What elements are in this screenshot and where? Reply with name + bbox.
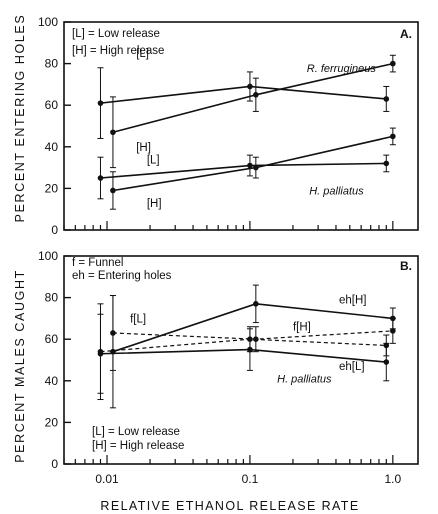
data-point [383, 342, 390, 349]
series-label: f[H] [293, 322, 311, 334]
panel-b-frame [63, 255, 419, 465]
data-point [110, 330, 116, 336]
data-point [390, 328, 396, 334]
x-tick-label: 0.1 [242, 472, 259, 486]
y-tick-label: 20 [45, 181, 59, 195]
series-line [112, 303, 393, 353]
series-label: [L] [147, 154, 160, 166]
series-line [100, 348, 387, 363]
panel-b-ylabel: PERCENT MALES CAUGHT [13, 269, 27, 463]
species-label: H. palliatus [309, 185, 364, 197]
panel-b-label: B. [400, 259, 412, 273]
series-label: [L] [136, 48, 149, 60]
series-label: eh[H] [339, 295, 367, 307]
y-tick-label: 40 [45, 140, 59, 154]
data-point [253, 301, 259, 307]
y-tick-label: 80 [45, 57, 59, 71]
panel-b-legend-h: [H] = High release [92, 440, 184, 452]
data-point [253, 92, 259, 98]
species-label: H. palliatus [277, 374, 332, 386]
data-point [97, 175, 104, 181]
panel-a-legend-h: [H] = High release [72, 45, 164, 57]
y-tick-label: 20 [45, 415, 59, 429]
y-tick-label: 0 [51, 457, 58, 471]
data-point [247, 162, 253, 169]
panel-b-legend-l: [L] = Low release [92, 426, 180, 438]
data-point [383, 160, 390, 167]
y-tick-label: 60 [45, 332, 59, 346]
x-tick-label: 1.0 [384, 472, 401, 486]
panel-a-frame [63, 21, 419, 231]
data-point [97, 100, 104, 106]
data-point [390, 60, 396, 67]
data-point [390, 133, 396, 140]
y-tick-label: 40 [45, 374, 59, 388]
series-label: f[L] [130, 313, 146, 325]
data-point [97, 348, 104, 355]
panel-b-legend-eh: eh = Entering holes [72, 270, 172, 282]
y-tick-label: 60 [45, 98, 59, 112]
y-tick-label: 100 [38, 15, 58, 29]
y-tick-label: 0 [51, 223, 58, 237]
data-point [110, 187, 116, 194]
data-point [383, 96, 390, 102]
panel-a-ylabel: PERCENT ENTERING HOLES [13, 14, 27, 223]
y-tick-label: 80 [45, 291, 59, 305]
x-tick-label: 0.01 [95, 472, 119, 486]
data-point [247, 83, 253, 90]
series-line [100, 162, 387, 179]
panel-b-legend-f: f = Funnel [72, 257, 123, 269]
species-label: R. ferrugineus [307, 63, 377, 75]
series-label: eh[L] [339, 361, 365, 373]
series-label: [H] [147, 198, 162, 210]
data-point [383, 359, 390, 365]
series-line [100, 85, 387, 104]
panel-b-xlabel: RELATIVE ETHANOL RELEASE RATE [100, 499, 359, 513]
panel-a-legend-l: [L] = Low release [72, 28, 160, 40]
data-point [110, 129, 116, 136]
data-point [247, 336, 253, 343]
panel-a-label: A. [400, 27, 412, 41]
data-point [253, 164, 259, 171]
series-label: [H] [136, 142, 151, 154]
y-tick-label: 100 [38, 249, 58, 263]
